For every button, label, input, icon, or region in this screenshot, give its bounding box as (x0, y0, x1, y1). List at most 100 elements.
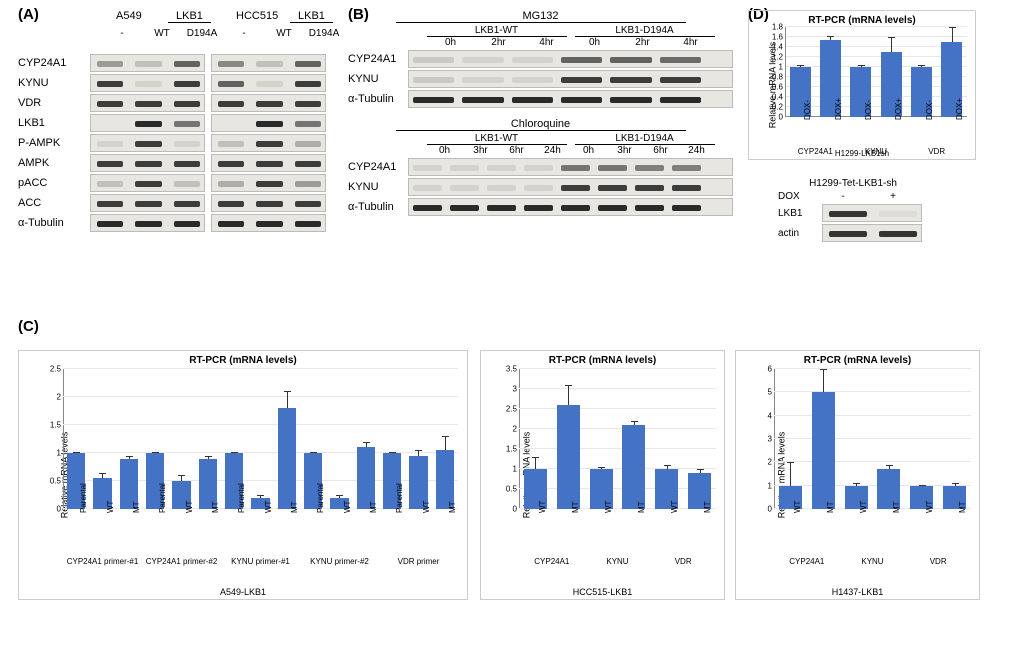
blot-d: H1299-Tet-LKB1-sh DOX-+LKB1actin (778, 178, 998, 242)
error-bar (102, 473, 103, 479)
gridline (519, 428, 716, 429)
blot-row-pacc: pACC (18, 174, 338, 192)
header-lkb1-a: LKB1 (168, 10, 211, 23)
band (218, 221, 244, 227)
gridline (774, 508, 971, 509)
cond-group: LKB1-WTLKB1-D194A (408, 133, 733, 145)
band (487, 165, 516, 171)
sub-a: -WTD194A (106, 28, 218, 39)
band (413, 77, 454, 83)
error-bar (830, 36, 831, 40)
gridline (774, 438, 971, 439)
band (462, 57, 503, 63)
gridline (519, 488, 716, 489)
y-tick: 1 (768, 481, 774, 490)
band (879, 211, 917, 217)
x-tick: WT (264, 501, 273, 513)
cond-label: LKB1-WT (427, 25, 567, 37)
y-tick: 1 (513, 465, 519, 474)
time-row: 0h3hr6hr24h0h3hr6hr24h (408, 145, 733, 156)
y-tick: 1 (57, 449, 63, 458)
x-tick: MT (290, 501, 299, 513)
blot-strip (408, 158, 733, 176)
blot-label: KYNU (348, 73, 408, 85)
error-bar (76, 452, 77, 453)
band (97, 141, 123, 147)
error-bar (366, 442, 367, 448)
blot-row: actin (778, 224, 998, 242)
gridline (785, 46, 967, 47)
band (512, 57, 553, 63)
cond-label: LKB1-WT (427, 133, 567, 145)
x-group: CYP24A1 (774, 557, 840, 566)
blot-strip (408, 198, 733, 216)
y-tick: 1.2 (772, 53, 785, 62)
y-tick: 0 (768, 505, 774, 514)
cellline-label: H1299-LKB1sh (749, 149, 975, 158)
gridline (785, 56, 967, 57)
gridline (774, 391, 971, 392)
panel-a: A549 LKB1 HCC515 LKB1 -WTD194A -WTD194A … (18, 10, 338, 232)
band (174, 141, 200, 147)
y-tick: 3 (768, 435, 774, 444)
band (218, 81, 244, 87)
blot-strip (211, 134, 326, 152)
x-tick: WT (604, 501, 613, 513)
band (672, 165, 701, 171)
band (610, 97, 651, 103)
y-tick: 3.5 (506, 365, 519, 374)
gridline (63, 368, 458, 369)
x-group: VDR primer (379, 557, 458, 566)
y-tick: 0 (513, 505, 519, 514)
gridline (519, 368, 716, 369)
gridline (774, 415, 971, 416)
lane-label: D194A (308, 28, 340, 39)
band (97, 61, 123, 67)
x-tick: WT (343, 501, 352, 513)
error-bar (800, 65, 801, 68)
x-tick: WT (185, 501, 194, 513)
band (829, 231, 867, 237)
error-bar (392, 452, 393, 453)
blot-row: CYP24A1 (348, 50, 733, 68)
band (256, 201, 282, 207)
error-bar (339, 495, 340, 498)
band (295, 141, 321, 147)
band (97, 221, 123, 227)
bar (622, 425, 645, 509)
band (97, 81, 123, 87)
header-lkb1-b: LKB1 (290, 10, 333, 23)
y-tick: 2 (768, 458, 774, 467)
time-label: 3hr (607, 145, 643, 156)
band (135, 121, 161, 127)
y-tick: 1.8 (772, 23, 785, 32)
band (218, 201, 244, 207)
x-tick: MT (826, 501, 835, 513)
band (174, 61, 200, 67)
x-tick: WT (859, 501, 868, 513)
time-label: 0h (427, 37, 475, 48)
lane-label: - (228, 28, 260, 39)
band (256, 81, 282, 87)
bar (557, 405, 580, 509)
time-label: 2hr (475, 37, 523, 48)
y-tick: 0.8 (772, 73, 785, 82)
y-tick: 2.5 (506, 405, 519, 414)
x-tick: Parental (79, 483, 88, 513)
band (635, 205, 664, 211)
chart-d: RT-PCR (mRNA levels) Relative mRNA level… (748, 10, 976, 160)
blot-row: LKB1 (778, 204, 998, 222)
chart-c3: RT-PCR (mRNA levels) Relative mRNA level… (735, 350, 980, 600)
blot-strip (822, 224, 922, 242)
blot-label: α-Tubulin (348, 93, 408, 105)
blot-row-vdr: VDR (18, 94, 338, 112)
blot-strip (90, 54, 205, 72)
time-label: 0h (571, 145, 607, 156)
band (413, 205, 442, 211)
x-tick: DOX+ (955, 98, 964, 120)
blot-label: CYP24A1 (348, 53, 408, 65)
cond-label: LKB1-D194A (575, 25, 715, 37)
x-tick: DOX- (925, 100, 934, 120)
band (561, 205, 590, 211)
blot-strip (211, 174, 326, 192)
